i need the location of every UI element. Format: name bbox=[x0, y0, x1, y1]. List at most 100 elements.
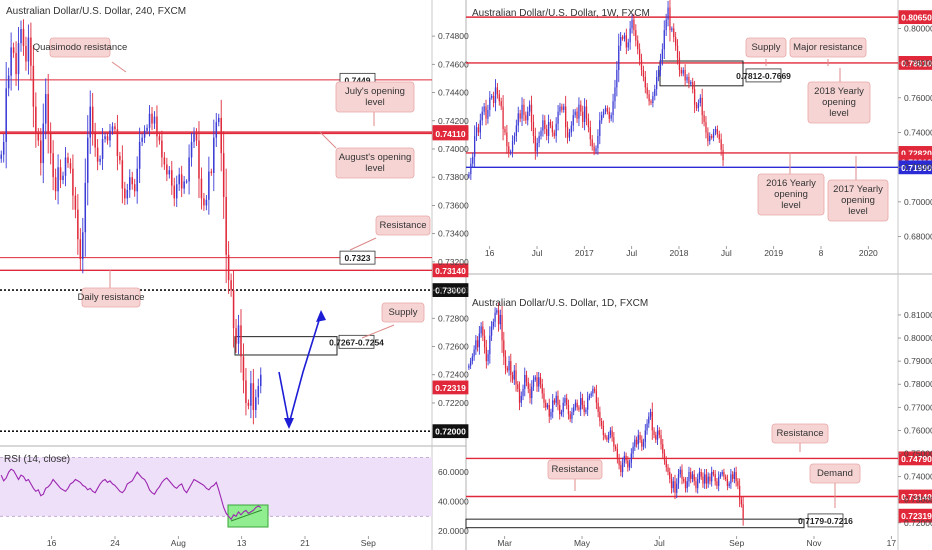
rsi-divergence-line bbox=[230, 509, 263, 522]
daily-candle bbox=[653, 430, 655, 436]
h4-tick-label: 0.73600 bbox=[438, 200, 469, 210]
daily-candle bbox=[602, 425, 605, 436]
weekly-candle bbox=[637, 40, 639, 50]
h4-candle bbox=[156, 116, 158, 137]
daily-candle bbox=[557, 395, 559, 406]
weekly-candle bbox=[494, 87, 497, 103]
h4-candle bbox=[259, 374, 262, 387]
daily-candle bbox=[735, 472, 737, 482]
weekly-candle bbox=[583, 106, 586, 123]
daily-candle bbox=[662, 444, 664, 454]
weekly-candle bbox=[638, 49, 641, 60]
daily-candle bbox=[690, 472, 692, 479]
daily-candle bbox=[630, 453, 632, 463]
h4-candle bbox=[180, 174, 183, 189]
h4-candle bbox=[141, 137, 143, 142]
note-h4-supply-text: Supply bbox=[388, 307, 417, 318]
h4-level-tag-box bbox=[432, 263, 469, 278]
note-quasimodo-resistance-pointer bbox=[111, 61, 127, 73]
daily-candle bbox=[670, 478, 673, 489]
weekly-candle bbox=[582, 111, 584, 123]
rsi-divergence-zone bbox=[227, 504, 269, 528]
weekly-candle bbox=[688, 76, 690, 84]
weekly-candle bbox=[479, 120, 481, 133]
daily-candle bbox=[702, 476, 704, 484]
daily-candle bbox=[614, 446, 617, 449]
h4-candle bbox=[148, 113, 151, 128]
daily-candle bbox=[597, 402, 599, 412]
daily-candle bbox=[515, 370, 517, 385]
daily-candle bbox=[566, 398, 568, 406]
daily-candle bbox=[672, 481, 674, 489]
daily-xtick-label: Mar bbox=[497, 538, 512, 548]
daily-candle bbox=[567, 405, 570, 415]
weekly-candle bbox=[625, 35, 627, 48]
note-daily-demand-box bbox=[809, 463, 861, 484]
daily-candle bbox=[497, 310, 500, 325]
weekly-xtick-label: 2017 bbox=[575, 248, 594, 258]
note-july-opening-text: level bbox=[365, 97, 385, 108]
h4-tick-label: 0.74800 bbox=[438, 31, 469, 41]
daily-candle bbox=[639, 435, 641, 440]
note-major-resistance-text: Major resistance bbox=[793, 42, 863, 53]
daily-candle bbox=[709, 476, 711, 482]
daily-candle bbox=[716, 481, 718, 486]
weekly-candle bbox=[487, 109, 489, 119]
note-quasimodo-resistance-box bbox=[49, 37, 111, 58]
h4-candle bbox=[175, 184, 178, 199]
daily-candle bbox=[613, 437, 615, 447]
h4-level-tag-box bbox=[432, 380, 469, 395]
h4-candle bbox=[104, 136, 106, 140]
h4-candle bbox=[89, 106, 91, 138]
weekly-candle bbox=[572, 115, 574, 126]
h4-xtick-label: 24 bbox=[110, 538, 120, 548]
h4-candle bbox=[171, 170, 173, 186]
weekly-candle bbox=[510, 151, 512, 154]
weekly-candle bbox=[470, 163, 472, 175]
weekly-candle bbox=[492, 96, 495, 103]
h4-candle bbox=[54, 177, 57, 192]
daily-candle bbox=[574, 402, 577, 408]
weekly-level-tag-label: 0.80650 bbox=[901, 13, 932, 23]
weekly-candle bbox=[515, 125, 518, 136]
daily-candle bbox=[492, 321, 494, 327]
h4-candle bbox=[195, 133, 198, 141]
daily-candle bbox=[469, 361, 472, 366]
daily-chart-title: Australian Dollar/U.S. Dollar, 1D, FXCM bbox=[472, 298, 648, 309]
h4-candle bbox=[200, 178, 203, 199]
daily-candle bbox=[714, 474, 716, 482]
daily-candle bbox=[683, 478, 685, 482]
daily-candle bbox=[719, 474, 722, 477]
daily-candle bbox=[522, 388, 524, 396]
h4-candle bbox=[190, 141, 193, 158]
h4-candle bbox=[193, 133, 195, 142]
h4-candle bbox=[217, 117, 220, 123]
weekly-candle bbox=[570, 125, 572, 133]
h4-candle bbox=[240, 325, 242, 357]
daily-candle bbox=[473, 349, 475, 357]
weekly-candle bbox=[703, 115, 705, 123]
daily-level-tag-label: 0.72319 bbox=[901, 511, 932, 521]
weekly-candle bbox=[661, 49, 664, 60]
daily-candle bbox=[655, 435, 657, 440]
h4-supply-zone-tag-label: 0.7267-0.7254 bbox=[329, 337, 384, 347]
h4-tick-label: 0.73200 bbox=[438, 257, 469, 267]
weekly-xtick-label: Jul bbox=[532, 248, 543, 258]
h4-candle bbox=[213, 137, 215, 173]
daily-candle bbox=[726, 478, 729, 486]
daily-candle bbox=[545, 402, 547, 408]
weekly-candle bbox=[565, 106, 567, 128]
note-h4-resistance-box bbox=[375, 215, 431, 236]
weekly-candle bbox=[477, 127, 480, 133]
daily-candle bbox=[693, 474, 695, 482]
daily-candle bbox=[718, 476, 720, 486]
daily-candle bbox=[483, 335, 486, 348]
h4-candle bbox=[183, 181, 185, 189]
weekly-candle bbox=[669, 7, 671, 31]
weekly-candle bbox=[551, 125, 554, 133]
weekly-candle bbox=[604, 108, 607, 112]
note-quasimodo-resistance-text: Quasimodo resistance bbox=[33, 42, 128, 53]
h4-candle bbox=[222, 153, 225, 197]
weekly-candle bbox=[580, 104, 582, 112]
h4-candle bbox=[173, 185, 176, 199]
